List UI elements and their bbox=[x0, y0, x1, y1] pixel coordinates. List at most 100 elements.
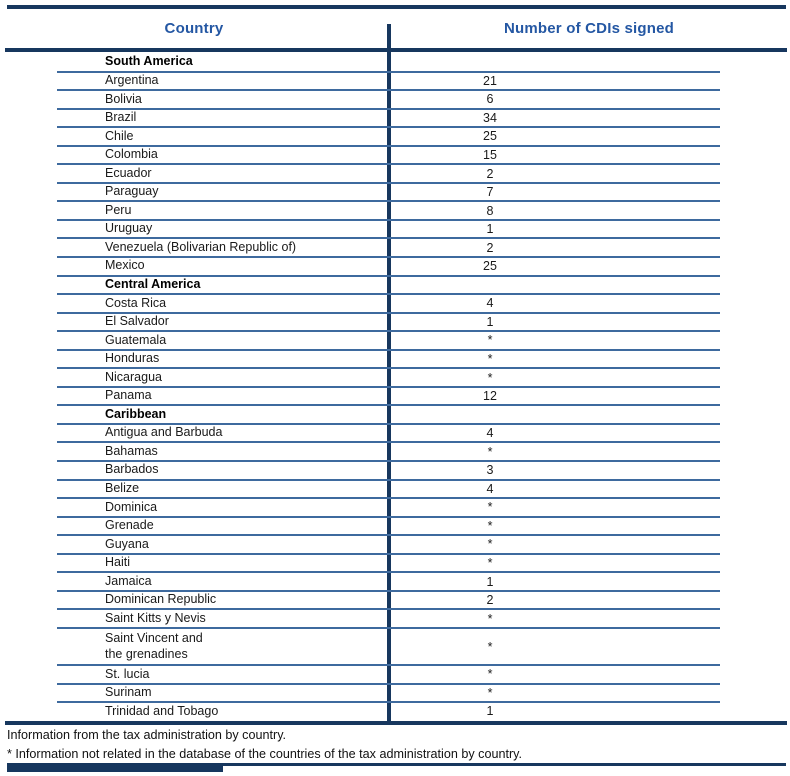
cdis-signed-value: 1 bbox=[388, 572, 790, 591]
country-name: Ecuador bbox=[105, 165, 152, 180]
cdis-signed-number: * bbox=[487, 556, 493, 571]
cdis-signed-number: 1 bbox=[486, 314, 494, 329]
cdis-signed-value: * bbox=[388, 684, 790, 703]
table-row: Saint Vincent and the grenadines * bbox=[0, 628, 790, 667]
country-name: Bolivia bbox=[105, 91, 142, 106]
section-title: Central America bbox=[105, 277, 201, 292]
cdis-signed-value: 1 bbox=[388, 702, 790, 721]
cdis-signed-number: * bbox=[487, 518, 493, 533]
footnotes: Information from the tax administration … bbox=[7, 726, 783, 763]
table-row: Barbados 3 bbox=[0, 461, 790, 481]
bottom-bar-thick bbox=[7, 763, 223, 772]
cdis-signed-value: 34 bbox=[388, 109, 790, 128]
cdis-signed-value: * bbox=[388, 368, 790, 387]
cdis-signed-value: 2 bbox=[388, 164, 790, 183]
cdis-signed-number: 34 bbox=[483, 110, 497, 125]
cdis-signed-number: 4 bbox=[486, 426, 494, 441]
country-name: Belize bbox=[105, 481, 140, 496]
cdis-signed-value: 4 bbox=[388, 424, 790, 443]
table-row: Dominican Republic 2 bbox=[0, 591, 790, 610]
table-row: El Salvador 1 bbox=[0, 313, 790, 332]
bottom-bar-thin bbox=[223, 763, 786, 766]
country-name: Uruguay bbox=[105, 221, 153, 236]
footnote-source: Information from the tax administration … bbox=[7, 728, 287, 742]
cdis-signed-value: * bbox=[388, 350, 790, 369]
cdis-signed-number: 1 bbox=[486, 704, 494, 719]
table-row: Chile 25 bbox=[0, 127, 790, 147]
section-value-empty bbox=[388, 405, 790, 424]
cdis-signed-number: * bbox=[487, 639, 493, 654]
country-name: Argentina bbox=[105, 73, 159, 87]
table-row: Colombia 15 bbox=[0, 146, 790, 165]
table-body: South America Argentina 21 Bolivia 6 Brazil 34… bbox=[0, 53, 790, 721]
cdis-signed-value: 3 bbox=[388, 461, 790, 480]
cdis-signed-number: * bbox=[487, 537, 493, 552]
cdis-signed-number: * bbox=[487, 685, 493, 700]
table-row: Ecuador 2 bbox=[0, 164, 790, 184]
cdis-signed-value: * bbox=[388, 665, 790, 684]
table-row: Uruguay 1 bbox=[0, 220, 790, 240]
cdis-signed-number: 12 bbox=[483, 389, 497, 404]
table-row: Paraguay 7 bbox=[0, 183, 790, 202]
country-name: Panama bbox=[105, 388, 152, 403]
country-name: Trinidad and Tobago bbox=[105, 703, 219, 718]
cdis-signed-number: 2 bbox=[486, 240, 494, 255]
cdis-signed-value: 2 bbox=[388, 238, 790, 257]
country-name: Surinam bbox=[105, 685, 152, 700]
cdis-signed-value: 15 bbox=[388, 146, 790, 165]
cdis-signed-number: 4 bbox=[486, 296, 494, 311]
cdis-signed-value: * bbox=[388, 554, 790, 573]
cdis-signed-number: 4 bbox=[486, 481, 494, 496]
cdis-signed-value: * bbox=[388, 609, 790, 628]
cdis-signed-number: * bbox=[487, 611, 493, 626]
header-rule bbox=[5, 48, 787, 52]
country-name: Guatemala bbox=[105, 332, 167, 347]
table-row: St. lucia * bbox=[0, 665, 790, 685]
cdis-signed-value: * bbox=[388, 442, 790, 461]
country-name: Dominican Republic bbox=[105, 592, 217, 607]
cdis-signed-value: 7 bbox=[388, 183, 790, 202]
table-row: Grenade * bbox=[0, 517, 790, 536]
cdis-signed-number: 2 bbox=[486, 166, 494, 181]
cdis-signed-number: 1 bbox=[486, 222, 494, 237]
cdis-signed-number: 3 bbox=[486, 463, 494, 478]
table-row: Guyana * bbox=[0, 535, 790, 555]
country-name: Dominica bbox=[105, 499, 158, 514]
table-row: Mexico 25 bbox=[0, 257, 790, 277]
cdis-signed-number: 1 bbox=[486, 574, 494, 589]
cdis-signed-value: * bbox=[388, 517, 790, 536]
cdis-signed-number: * bbox=[487, 444, 493, 459]
country-name: Paraguay bbox=[105, 184, 159, 199]
table-row: Nicaragua * bbox=[0, 368, 790, 388]
country-name: Honduras bbox=[105, 351, 160, 366]
cdis-signed-value: 6 bbox=[388, 90, 790, 109]
cdis-signed-number: * bbox=[487, 333, 493, 348]
cdis-signed-value: 12 bbox=[388, 387, 790, 406]
section-value-empty bbox=[388, 53, 790, 72]
table-row: Antigua and Barbuda 4 bbox=[0, 424, 790, 444]
table-row: Brazil 34 bbox=[0, 109, 790, 128]
section-title: Caribbean bbox=[105, 406, 167, 421]
table-row: Panama 12 bbox=[0, 387, 790, 406]
footnote-asterisk: * Information not related in the databas… bbox=[7, 746, 523, 761]
country-name: Saint Vincent and the grenadines bbox=[105, 630, 203, 661]
cdis-signed-value: 21 bbox=[388, 72, 790, 91]
country-name: Peru bbox=[105, 202, 132, 217]
cdis-signed-value: * bbox=[388, 628, 790, 665]
cdis-signed-value: * bbox=[388, 535, 790, 554]
table-row: Haiti * bbox=[0, 554, 790, 573]
cdis-signed-value: 4 bbox=[388, 480, 790, 499]
table-row: Venezuela (Bolivarian Republic of) 2 bbox=[0, 238, 790, 258]
table-row: Costa Rica 4 bbox=[0, 294, 790, 314]
cdis-signed-number: 21 bbox=[483, 73, 497, 88]
table-row: Belize 4 bbox=[0, 480, 790, 499]
cdis-signed-number: 25 bbox=[483, 129, 497, 144]
table-row: Dominica * bbox=[0, 498, 790, 518]
cdis-signed-value: 8 bbox=[388, 201, 790, 220]
table-row: Jamaica 1 bbox=[0, 572, 790, 592]
column-header-country: Country bbox=[164, 20, 224, 37]
section-header-row: Caribbean bbox=[0, 405, 790, 425]
cdis-signed-value: 1 bbox=[388, 220, 790, 239]
section-header-row: Central America bbox=[0, 276, 790, 295]
